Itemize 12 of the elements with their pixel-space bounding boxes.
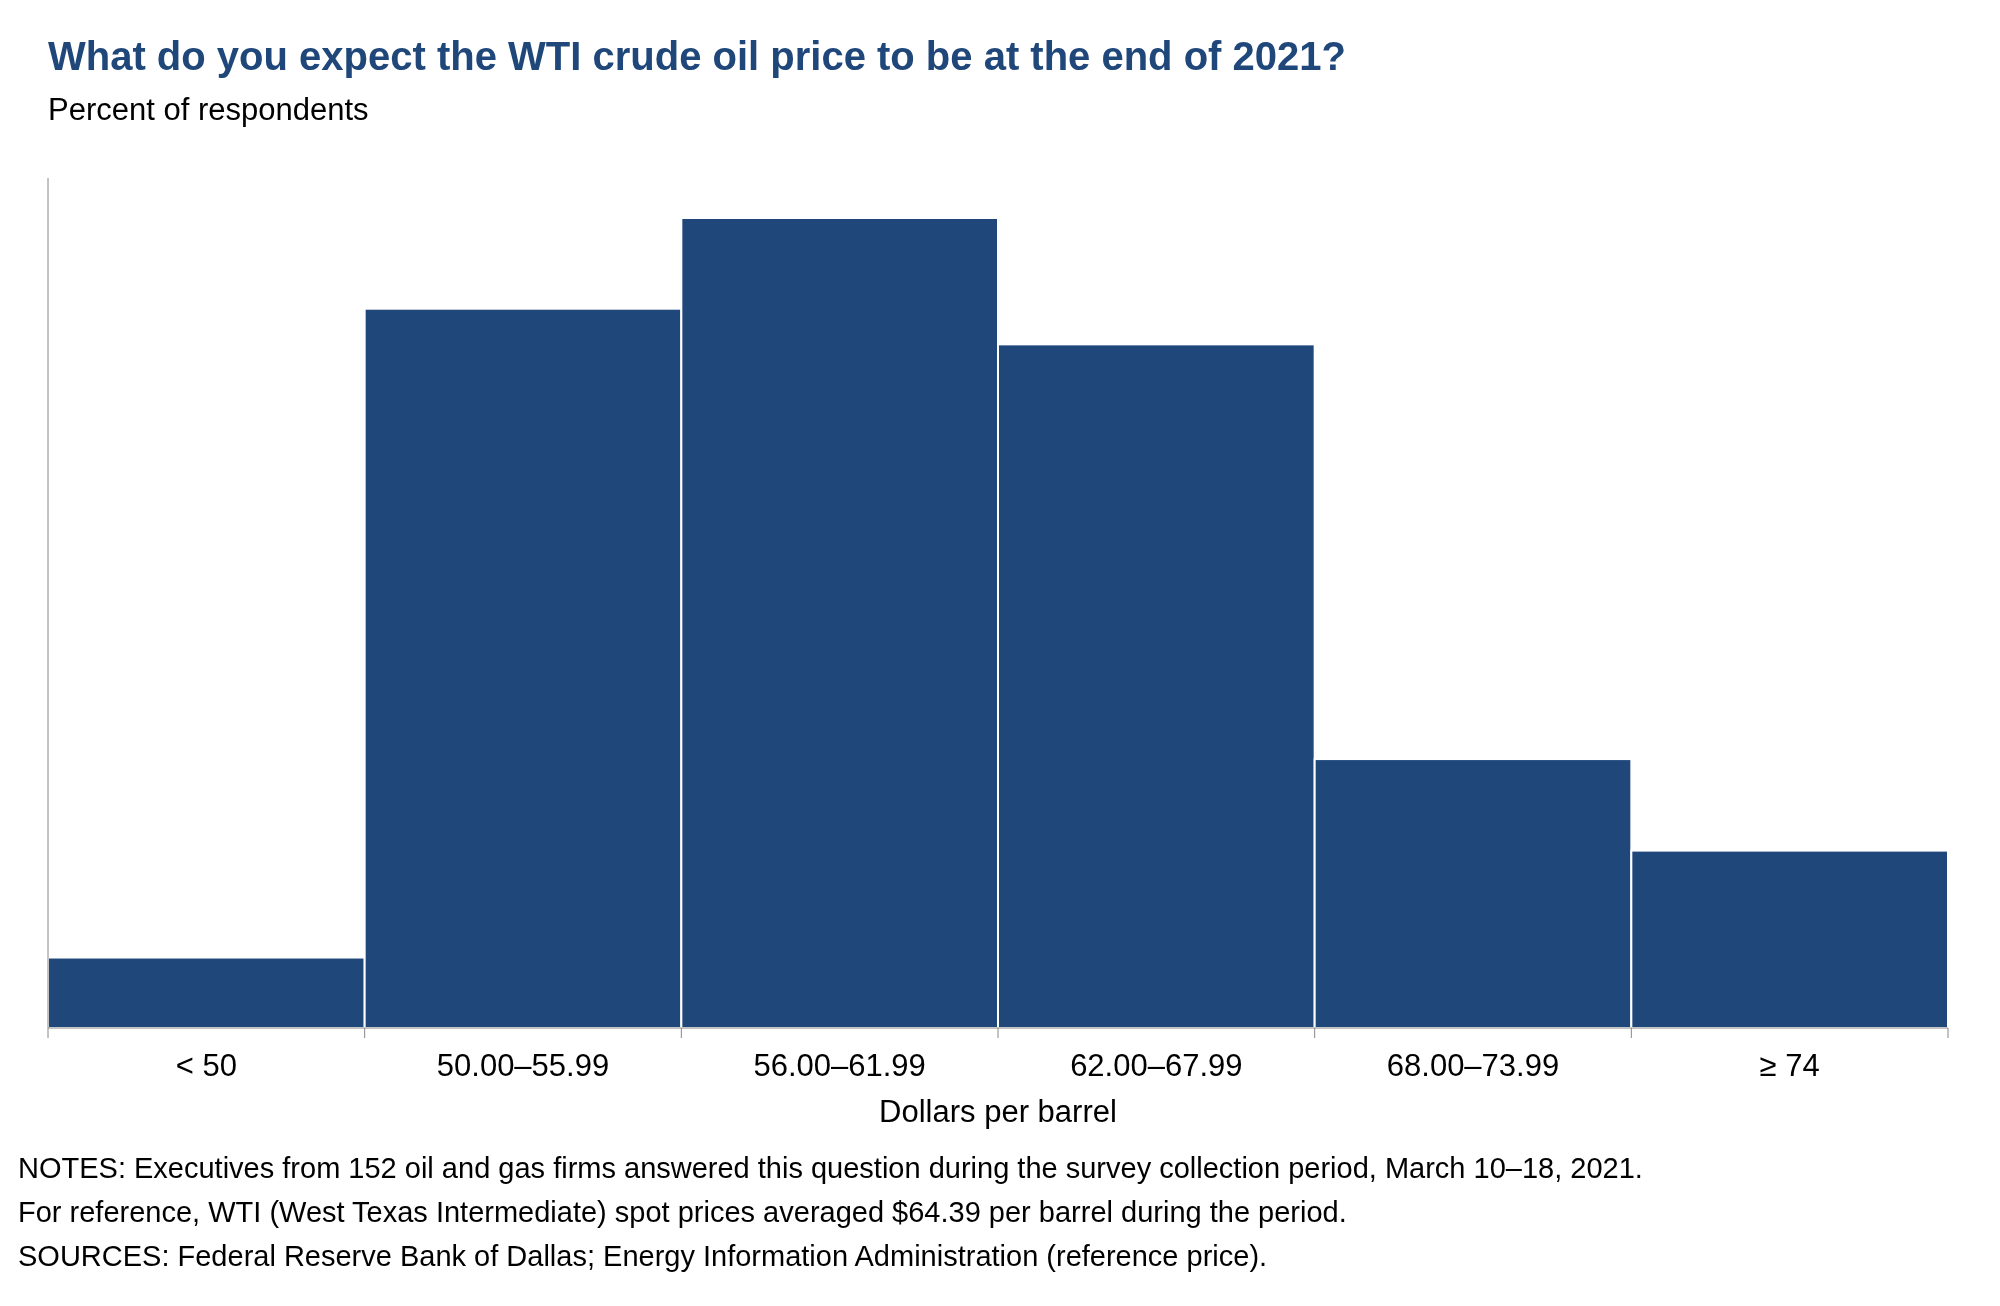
x-tick-label: < 50: [175, 1048, 237, 1083]
text: For reference, WTI (West Texas Intermediate) spot prices averaged $64.39 per barrel during the period.: [18, 1196, 1347, 1228]
text: NOTES: Executives from 152 oil and gas firms answered this question during the survey collection period, March 10–18, 2021.: [18, 1152, 1643, 1184]
chart-subtitle: Percent of respondents: [48, 92, 369, 127]
source-note: SOURCES: Federal Reserve Bank of Dallas; Energy Information Administration (reference price).: [18, 1240, 1268, 1272]
x-tick-label: 68.00–73.99: [1386, 1048, 1560, 1083]
chart-title: What do you expect the WTI crude oil price to be at the end of 2021?: [48, 34, 1346, 78]
x-tick-label: 62.00–67.99: [1070, 1048, 1243, 1083]
x-tick-label: 50.00–55.99: [436, 1048, 610, 1083]
x-tick-label: ≥ 74: [1759, 1048, 1820, 1083]
x-tick-label: 56.00–61.99: [753, 1048, 926, 1083]
x-axis-title: Dollars per barrel: [879, 1094, 1117, 1129]
